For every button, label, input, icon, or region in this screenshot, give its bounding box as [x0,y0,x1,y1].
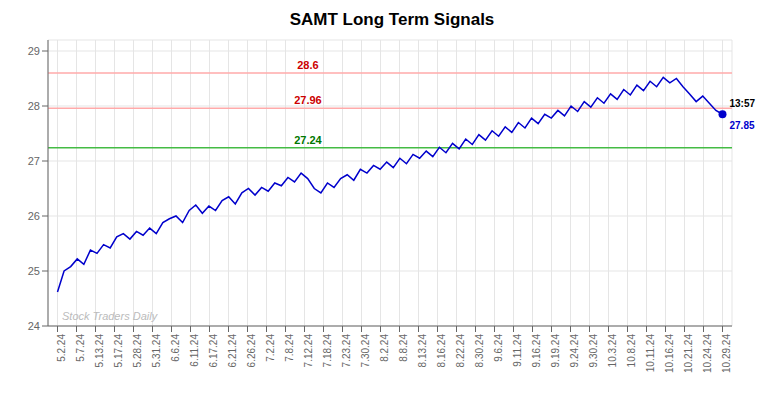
svg-text:10.29.24: 10.29.24 [721,334,732,373]
svg-text:5.31.24: 5.31.24 [151,334,162,368]
svg-text:5.28.24: 5.28.24 [132,334,143,368]
svg-text:24: 24 [28,320,40,332]
svg-text:7.30.24: 7.30.24 [360,334,371,368]
svg-text:10.8.24: 10.8.24 [626,334,637,368]
svg-text:9.11.24: 9.11.24 [512,334,523,367]
svg-text:10.21.24: 10.21.24 [683,334,694,373]
svg-text:6.21.24: 6.21.24 [227,334,238,368]
svg-text:28: 28 [28,100,40,112]
html-text:SAMT Long Term Signals: SAMT Long Term Signals [289,10,495,29]
svg-text:7.8.24: 7.8.24 [284,334,295,362]
svg-text:26: 26 [28,210,40,222]
svg-text:27.24: 27.24 [294,134,322,146]
svg-text:27: 27 [28,155,40,167]
svg-text:9.30.24: 9.30.24 [588,334,599,368]
svg-text:5.7.24: 5.7.24 [75,334,86,362]
svg-text:8.13.24: 8.13.24 [417,334,428,368]
svg-text:9.6.24: 9.6.24 [493,334,504,362]
svg-text:5.13.24: 5.13.24 [94,334,105,368]
svg-text:6.6.24: 6.6.24 [170,334,181,362]
svg-text:9.16.24: 9.16.24 [531,334,542,368]
svg-text:10.24.24: 10.24.24 [702,334,713,373]
svg-text:7.2.24: 7.2.24 [265,334,276,362]
svg-text:8.2.24: 8.2.24 [379,334,390,362]
svg-text:Stock Traders Daily: Stock Traders Daily [62,310,159,322]
svg-text:8.30.24: 8.30.24 [474,334,485,368]
svg-text:8.8.24: 8.8.24 [398,334,409,362]
svg-text:7.23.24: 7.23.24 [341,334,352,368]
svg-text:6.26.24: 6.26.24 [246,334,257,368]
svg-text:25: 25 [28,265,40,277]
svg-text:10.11.24: 10.11.24 [645,334,656,373]
svg-text:5.17.24: 5.17.24 [113,334,124,368]
svg-text:8.22.24: 8.22.24 [455,334,466,368]
svg-text:28.6: 28.6 [297,59,318,71]
svg-text:7.12.24: 7.12.24 [303,334,314,368]
svg-text:13:57: 13:57 [730,98,756,109]
svg-text:6.11.24: 6.11.24 [189,334,200,367]
svg-text:10.3.24: 10.3.24 [607,334,618,368]
svg-text:27.96: 27.96 [294,94,322,106]
svg-text:5.2.24: 5.2.24 [56,334,67,362]
svg-text:8.16.24: 8.16.24 [436,334,447,368]
svg-text:6.17.24: 6.17.24 [208,334,219,368]
svg-text:7.18.24: 7.18.24 [322,334,333,368]
svg-text:10.16.24: 10.16.24 [664,334,675,373]
svg-text:9.24.24: 9.24.24 [569,334,580,368]
svg-text:29: 29 [28,45,40,57]
svg-text:9.19.24: 9.19.24 [550,334,561,368]
svg-text:27.85: 27.85 [730,120,755,131]
